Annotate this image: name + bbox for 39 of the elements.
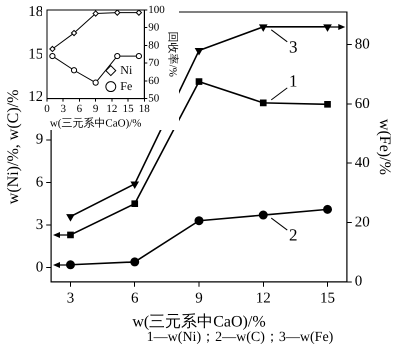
x-tick-label: 9 <box>92 103 99 116</box>
annotation: 2 <box>289 226 298 245</box>
y2-tick-label: 60 <box>148 74 160 87</box>
y-tick-label: 6 <box>36 174 44 190</box>
y2-axis-title: 回收率/% <box>166 32 180 77</box>
y2-tick-label: 100 <box>148 4 166 16</box>
x-tick-label: 12 <box>256 290 271 307</box>
y-tick-label: 15 <box>28 46 44 63</box>
x-tick-label: 15 <box>320 290 336 307</box>
x-tick-label: 15 <box>122 103 134 116</box>
y-tick-label: 12 <box>28 89 44 106</box>
x-tick-label: 3 <box>60 103 66 116</box>
y-tick-label: 9 <box>36 132 44 148</box>
x-tick-label: 3 <box>66 290 74 307</box>
y2-tick-label: 0 <box>354 274 362 290</box>
x-tick-label: 6 <box>130 290 139 307</box>
x-tick-label: 18 <box>138 103 150 116</box>
text: 1—w(Ni)；2—w(C)；3—w(Fe) <box>146 330 334 346</box>
y2-tick-label: 40 <box>354 155 370 172</box>
annotation: 1 <box>289 71 298 90</box>
y2-tick-label: 90 <box>148 22 160 34</box>
annotation: 3 <box>289 37 298 56</box>
x-tick-label: 6 <box>76 103 83 116</box>
x-axis-title: w(三元系中CaO)/% <box>50 116 142 130</box>
x-tick-label: 12 <box>106 103 118 116</box>
y-tick-label: 0 <box>36 260 44 276</box>
y2-tick-label: 70 <box>148 57 160 70</box>
x-axis-title: w(三元系中CaO)/% <box>132 312 266 331</box>
y2-tick-label: 50 <box>148 92 160 104</box>
y2-tick-label: 60 <box>354 96 370 112</box>
x-tick-label: 9 <box>195 290 203 307</box>
legend-label: Ni <box>120 62 133 77</box>
y-tick-label: 3 <box>36 216 44 233</box>
y2-tick-label: 80 <box>354 36 370 53</box>
legend-label: Fe <box>120 78 132 93</box>
y2-tick-label: 20 <box>354 214 370 230</box>
y2-tick-label: 80 <box>148 39 160 52</box>
y2-axis-title: w(Fe)/% <box>376 118 394 175</box>
y-axis-title: w(Ni)/%, w(C)/% <box>4 90 22 204</box>
